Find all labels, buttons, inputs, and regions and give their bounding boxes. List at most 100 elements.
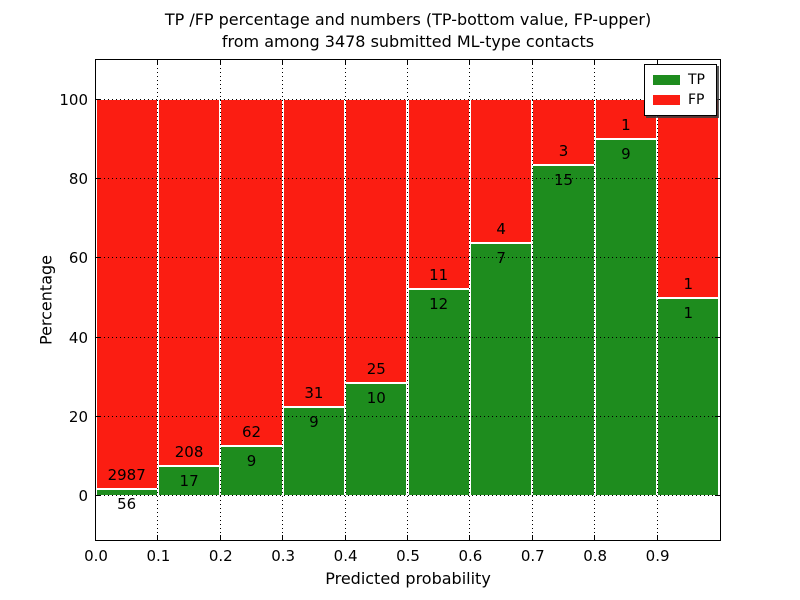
- fp-count-label: 1: [621, 115, 631, 134]
- x-tick-mark: [344, 59, 346, 65]
- fp-count-label: 1: [683, 274, 694, 293]
- legend-label-tp: TP: [688, 72, 705, 88]
- tp-count-label: 12: [429, 294, 449, 313]
- bar-tp-segment: [95, 488, 158, 496]
- x-tick-label: 0.9: [645, 547, 670, 565]
- legend-label-fp: FP: [688, 92, 705, 108]
- x-tick-mark: [157, 534, 159, 540]
- x-tick-mark: [157, 59, 159, 65]
- gridline-vertical: [344, 59, 346, 540]
- x-tick-mark: [344, 534, 346, 540]
- gridline-vertical: [531, 59, 533, 540]
- y-tick-label: 60: [68, 249, 88, 268]
- bar-fp-segment: [345, 99, 408, 383]
- bar-fp-segment: [657, 99, 720, 298]
- fp-count-label: 3: [558, 142, 569, 161]
- y-tick-mark: [714, 257, 720, 259]
- x-tick-label: 0.5: [396, 547, 420, 565]
- fp-count-label: 31: [304, 383, 324, 402]
- tp-count-label: 9: [246, 451, 257, 470]
- bar-fp-segment: [469, 99, 533, 244]
- x-tick-mark: [407, 59, 408, 65]
- y-tick-label: 0: [78, 487, 88, 506]
- x-tick-label: 0.4: [333, 547, 358, 565]
- bar-fp-segment: [157, 99, 221, 466]
- x-tick-label: 0.8: [583, 547, 608, 565]
- y-tick-mark: [714, 336, 720, 338]
- y-tick-mark: [714, 495, 720, 497]
- x-tick-mark: [219, 534, 221, 540]
- tp-count-label: 56: [117, 494, 137, 513]
- bar-tp-segment: [594, 138, 658, 496]
- y-tick-mark: [714, 416, 720, 418]
- gridline-vertical: [594, 59, 596, 540]
- x-tick-mark: [656, 59, 658, 65]
- tp-count-label: 7: [496, 249, 506, 268]
- x-tick-mark: [282, 59, 284, 65]
- chart-title-line2: from among 3478 submitted ML-type contac…: [221, 32, 595, 51]
- x-tick-mark: [469, 534, 471, 540]
- bar-tp-segment: [469, 243, 533, 496]
- gridline-vertical: [282, 59, 284, 540]
- gridline-vertical: [469, 59, 471, 540]
- bar-fp-segment: [282, 99, 346, 407]
- bar-tp-segment: [407, 288, 470, 496]
- bar-fp-segment: [95, 99, 158, 489]
- fp-count-label: 4: [496, 220, 506, 239]
- y-tick-mark: [95, 495, 101, 497]
- x-tick-label: 0.7: [520, 547, 545, 565]
- x-tick-mark: [282, 534, 284, 540]
- x-tick-mark: [531, 59, 533, 65]
- x-tick-mark: [95, 534, 96, 540]
- y-tick-label: 80: [68, 170, 88, 188]
- bar-tp-segment: [157, 465, 221, 496]
- x-axis-label: Predicted probability: [325, 569, 491, 588]
- y-tick-mark: [95, 336, 101, 338]
- bar-tp-segment: [220, 445, 283, 496]
- tp-count-label: 1: [683, 303, 694, 322]
- x-tick-mark: [594, 59, 596, 65]
- bar-fp-segment: [532, 99, 595, 166]
- tp-count-label: 9: [621, 144, 631, 163]
- y-tick-mark: [95, 178, 101, 179]
- tp-count-label: 17: [179, 471, 199, 490]
- fp-count-label: 2987: [107, 465, 146, 484]
- gridline-vertical: [157, 59, 159, 540]
- tp-count-label: 15: [553, 171, 574, 190]
- y-tick-label: 20: [68, 408, 88, 427]
- fp-count-label: 11: [429, 265, 449, 284]
- legend-entry-fp: FP: [653, 90, 708, 110]
- x-tick-mark: [594, 534, 596, 540]
- y-tick-mark: [714, 98, 720, 100]
- y-tick-mark: [95, 257, 101, 259]
- tp-count-label: 9: [309, 412, 319, 431]
- legend: TP FP: [644, 64, 717, 116]
- bar-fp-segment: [220, 99, 283, 446]
- bar-tp-segment: [657, 297, 720, 496]
- x-tick-mark: [531, 534, 533, 540]
- chart-title-line1: TP /FP percentage and numbers (TP-bottom…: [164, 10, 652, 29]
- y-tick-mark: [714, 178, 720, 179]
- y-tick-mark: [95, 416, 101, 418]
- gridline-vertical: [407, 59, 408, 540]
- y-tick-label: 100: [59, 90, 88, 109]
- x-tick-label: 0.6: [458, 547, 483, 565]
- fp-count-label: 62: [241, 422, 262, 441]
- legend-swatch-tp: [653, 75, 680, 85]
- y-tick-mark: [95, 98, 101, 100]
- chart-title: TP /FP percentage and numbers (TP-bottom…: [96, 9, 720, 53]
- fp-count-label: 208: [174, 442, 204, 461]
- legend-swatch-fp: [653, 95, 680, 105]
- x-tick-mark: [469, 59, 471, 65]
- tp-count-label: 10: [366, 388, 386, 407]
- bar-tp-segment: [532, 165, 595, 496]
- bar-tp-segment: [282, 406, 346, 496]
- bar-fp-segment: [407, 99, 470, 289]
- plot-area: 2987 56 208 17 62 9 31 9 25 10 11 12 4 7 3 15 1 9 1 1: [94, 58, 721, 541]
- y-tick-label: 40: [68, 328, 88, 347]
- gridline-vertical: [219, 59, 221, 540]
- x-tick-label: 0.0: [84, 547, 108, 565]
- x-tick-mark: [407, 534, 408, 540]
- x-tick-mark: [656, 534, 658, 540]
